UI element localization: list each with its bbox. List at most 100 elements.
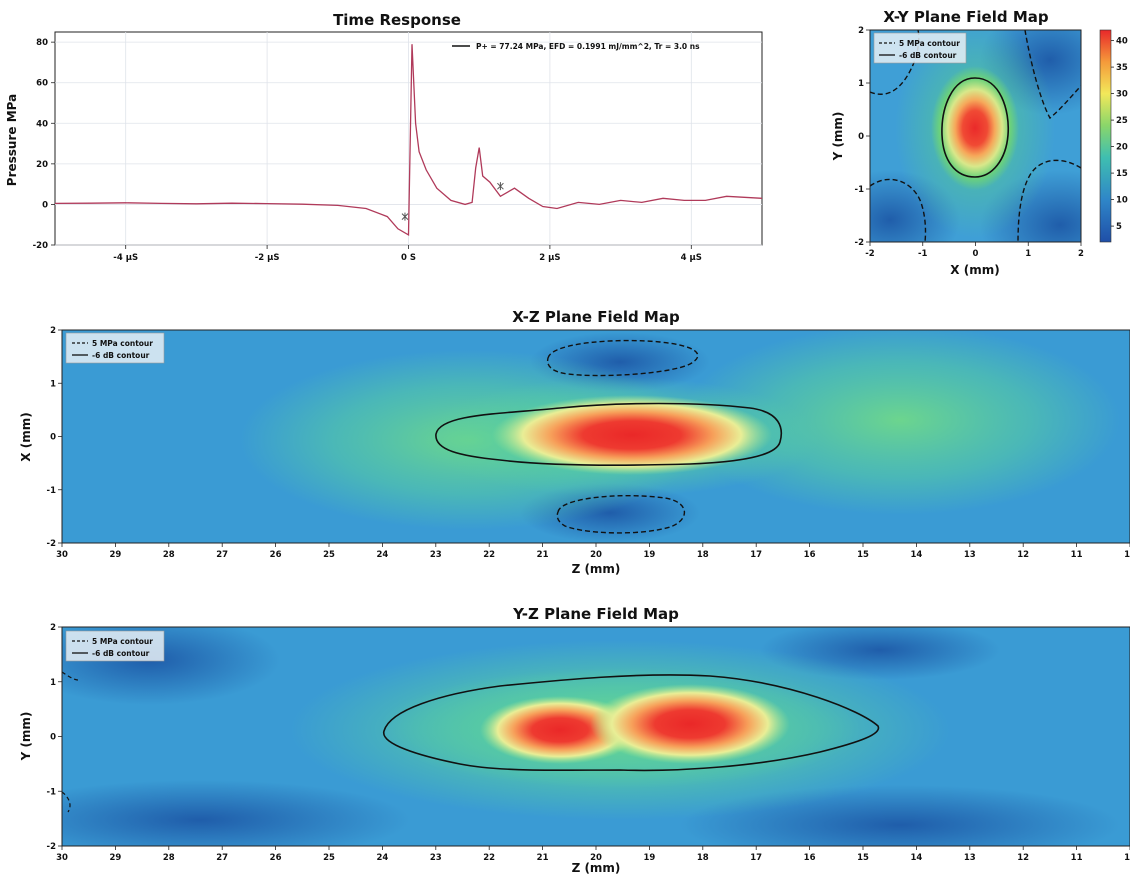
- time-response-x-tick-label: 4 µS: [681, 253, 702, 263]
- yz-legend: 5 MPa contour -6 dB contour: [65, 630, 165, 662]
- xz-x-tick-label: 27: [216, 550, 228, 560]
- xy-legend: 5 MPa contour -6 dB contour: [873, 32, 967, 64]
- xy-legend-dashed-label: 5 MPa contour: [899, 39, 960, 48]
- time-response-x-ticks: -4 µS -2 µS 0 S 2 µS 4 µS: [113, 245, 702, 263]
- yz-x-tick-label: 29: [109, 853, 121, 863]
- xz-x-tick-label: 24: [376, 550, 388, 560]
- xz-x-tick-label: 17: [750, 550, 762, 560]
- xy-x-tick-label: 2: [1078, 249, 1084, 259]
- time-response-y-tick-label: 20: [36, 160, 48, 170]
- yz-y-tick-label: 0: [50, 733, 56, 743]
- yz-x-tick-label: 26: [270, 853, 282, 863]
- yz-x-tick-label: 17: [750, 853, 762, 863]
- xz-5mpa-contour: [546, 339, 699, 377]
- xz-x-axis-label: Z (mm): [572, 562, 621, 576]
- xz-legend-solid-label: -6 dB contour: [92, 351, 150, 360]
- yz-field-map: Y-Z Plane Field Map 5 MPa contour -6 dB …: [19, 605, 1130, 875]
- xy-x-ticks: -2 -1 0 1 2: [865, 242, 1084, 259]
- colorbar-tick-label: 20: [1116, 143, 1128, 153]
- xy-x-axis-label: X (mm): [950, 263, 999, 277]
- time-response-chart: Time Response -4 µS -2 µS 0 S 2 µS 4 µS -20 0…: [5, 11, 763, 263]
- xz-y-ticks: -2 -1 0 1 2: [47, 326, 62, 549]
- xy-5mpa-contour: [1024, 30, 1081, 120]
- time-response-y-axis-label: Pressure MPa: [5, 94, 19, 186]
- yz-x-tick-label: 22: [483, 853, 495, 863]
- yz-y-tick-label: 2: [50, 623, 56, 633]
- yz-x-tick-label: 21: [537, 853, 549, 863]
- xy-6db-contour: [941, 77, 1010, 178]
- xz-x-tick-label: 18: [697, 550, 709, 560]
- yz-x-tick-label: 25: [323, 853, 335, 863]
- xy-x-tick-label: 1: [1025, 249, 1031, 259]
- xz-x-tick-label: 12: [1017, 550, 1029, 560]
- yz-x-tick-label: 30: [56, 853, 68, 863]
- time-response-y-ticks: -20 0 20 40 60 80: [33, 38, 55, 251]
- xy-map-title: X-Y Plane Field Map: [883, 8, 1048, 26]
- xz-x-tick-label: 29: [109, 550, 121, 560]
- xz-x-tick-label: 14: [910, 550, 922, 560]
- xz-x-tick-label: 13: [964, 550, 976, 560]
- xy-field-map: X-Y Plane Field Map 5 MPa contour -6 dB …: [831, 8, 1128, 277]
- time-response-series-line: [54, 44, 763, 237]
- xz-y-tick-label: 2: [50, 326, 56, 336]
- xz-x-tick-label: 28: [163, 550, 175, 560]
- colorbar-tick-label: 10: [1116, 196, 1128, 206]
- yz-x-tick-label: 10: [1124, 853, 1130, 863]
- xz-x-ticks: 30 29 28 27 26 25 24 23 22 21 20 19 18 17 16 15 14 13 12 11…: [56, 543, 1130, 560]
- xz-field-map: X-Z Plane Field Map 5 MPa contour -6 dB …: [19, 308, 1130, 576]
- yz-legend-dashed-label: 5 MPa contour: [92, 637, 153, 646]
- time-response-x-tick-label: 0 S: [401, 253, 416, 263]
- yz-y-tick-label: -2: [47, 842, 57, 852]
- yz-heatmap: [62, 627, 1130, 846]
- yz-x-tick-label: 11: [1071, 853, 1083, 863]
- xy-x-tick-label: -2: [865, 249, 875, 259]
- xz-x-tick-label: 22: [483, 550, 495, 560]
- yz-y-tick-label: -1: [47, 787, 57, 797]
- yz-x-tick-label: 16: [804, 853, 816, 863]
- xz-x-tick-label: 16: [804, 550, 816, 560]
- xz-y-tick-label: -1: [47, 486, 57, 496]
- colorbar-tick-label: 5: [1116, 222, 1122, 232]
- xz-y-tick-label: 1: [50, 379, 56, 389]
- xy-y-tick-label: 2: [858, 26, 864, 36]
- xz-x-tick-label: 21: [537, 550, 549, 560]
- yz-y-axis-label: Y (mm): [19, 712, 33, 762]
- yz-x-tick-label: 13: [964, 853, 976, 863]
- xz-legend: 5 MPa contour -6 dB contour: [65, 332, 165, 364]
- time-response-y-tick-label: 40: [36, 119, 48, 129]
- xy-y-tick-label: -1: [855, 185, 865, 195]
- xz-x-tick-label: 26: [270, 550, 282, 560]
- yz-x-tick-label: 24: [376, 853, 388, 863]
- time-response-x-tick-label: -4 µS: [113, 253, 138, 263]
- xz-heatmap: [62, 330, 1130, 543]
- time-response-y-tick-label: -20: [33, 241, 48, 251]
- time-response-y-tick-label: 0: [42, 200, 48, 210]
- xz-x-tick-label: 20: [590, 550, 602, 560]
- xy-colorbar: [1099, 29, 1112, 243]
- xz-x-tick-label: 15: [857, 550, 869, 560]
- yz-x-tick-label: 19: [643, 853, 655, 863]
- time-response-marker: [401, 212, 409, 221]
- xz-x-tick-label: 23: [430, 550, 442, 560]
- yz-y-ticks: -2 -1 0 1 2: [47, 623, 62, 852]
- yz-5mpa-contour: [62, 671, 79, 681]
- xz-y-axis-label: X (mm): [19, 412, 33, 461]
- time-response-y-tick-label: 60: [36, 79, 48, 89]
- yz-x-tick-label: 18: [697, 853, 709, 863]
- xy-colorbar-ticks: 5 10 15 20 25 30 35 40: [1111, 37, 1128, 232]
- colorbar-tick-label: 25: [1116, 116, 1128, 126]
- xz-6db-contour: [435, 402, 783, 466]
- xy-legend-solid-label: -6 dB contour: [899, 51, 957, 60]
- yz-x-axis-label: Z (mm): [572, 861, 621, 875]
- yz-5mpa-contour: [62, 791, 71, 813]
- time-response-marker: [497, 182, 504, 191]
- yz-x-tick-label: 28: [163, 853, 175, 863]
- time-response-markers: [401, 182, 504, 221]
- xy-5mpa-contour: [1017, 159, 1081, 242]
- xz-y-tick-label: 0: [50, 433, 56, 443]
- xy-y-axis-label: Y (mm): [831, 112, 845, 162]
- time-response-legend: P+ = 77.24 MPa, EFD = 0.1991 mJ/mm^2, Tr…: [452, 42, 700, 51]
- xy-heatmap: [870, 30, 1081, 242]
- yz-x-tick-label: 20: [590, 853, 602, 863]
